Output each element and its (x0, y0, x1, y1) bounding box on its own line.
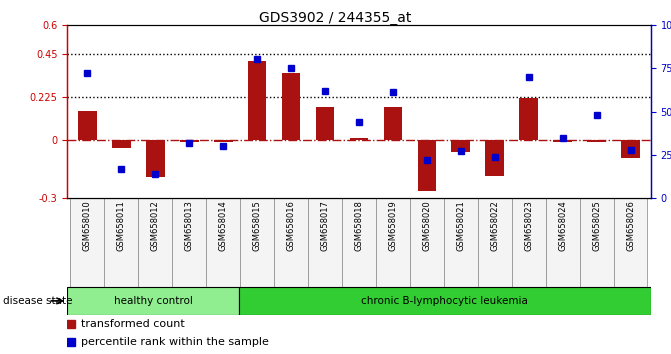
Bar (485, 141, 504, 176)
Bar (410, 198, 444, 287)
Text: GSM658022: GSM658022 (491, 200, 499, 251)
Text: GSM658015: GSM658015 (253, 200, 262, 251)
Bar (112, 141, 131, 148)
Bar (180, 141, 199, 142)
Text: GSM658019: GSM658019 (389, 200, 397, 251)
Text: GSM658023: GSM658023 (524, 200, 533, 251)
Text: GSM658013: GSM658013 (185, 200, 194, 251)
Bar (308, 198, 342, 287)
Text: GSM658018: GSM658018 (354, 200, 364, 251)
Text: GSM658012: GSM658012 (151, 200, 160, 251)
Bar (70, 198, 105, 287)
Text: GSM658026: GSM658026 (626, 200, 635, 251)
Bar (138, 198, 172, 287)
Bar (214, 141, 233, 142)
Bar (613, 198, 648, 287)
Text: GSM658010: GSM658010 (83, 200, 92, 251)
Bar (621, 141, 640, 158)
Text: GSM658025: GSM658025 (592, 200, 601, 251)
Bar (519, 98, 538, 141)
Bar (512, 198, 546, 287)
Text: GSM658016: GSM658016 (287, 200, 296, 251)
Bar (376, 198, 410, 287)
Text: transformed count: transformed count (81, 319, 185, 329)
Text: GSM658014: GSM658014 (219, 200, 227, 251)
Text: disease state: disease state (3, 296, 73, 306)
Bar (316, 107, 334, 141)
Text: GSM658024: GSM658024 (558, 200, 567, 251)
Bar (240, 198, 274, 287)
Bar (478, 198, 512, 287)
Text: GSM658011: GSM658011 (117, 200, 126, 251)
Bar (78, 110, 97, 141)
Bar (546, 198, 580, 287)
Bar (342, 198, 376, 287)
Text: GSM658017: GSM658017 (321, 200, 329, 251)
Bar (274, 198, 308, 287)
Bar (67, 287, 239, 315)
Text: chronic B-lymphocytic leukemia: chronic B-lymphocytic leukemia (362, 296, 528, 306)
Bar (417, 141, 436, 190)
Bar (587, 141, 606, 142)
Bar (444, 198, 478, 287)
Text: percentile rank within the sample: percentile rank within the sample (81, 337, 269, 347)
Bar (248, 61, 266, 141)
Text: GSM658020: GSM658020 (422, 200, 431, 251)
Text: GDS3902 / 244355_at: GDS3902 / 244355_at (259, 11, 412, 25)
Bar (350, 138, 368, 141)
Bar (384, 107, 402, 141)
Bar (282, 73, 301, 141)
Bar (554, 141, 572, 142)
Bar (146, 141, 164, 177)
Bar (580, 198, 613, 287)
Text: GSM658021: GSM658021 (456, 200, 465, 251)
Bar (172, 198, 206, 287)
Bar (206, 198, 240, 287)
Bar (105, 198, 138, 287)
Bar (239, 287, 651, 315)
Bar (452, 141, 470, 152)
Text: healthy control: healthy control (113, 296, 193, 306)
